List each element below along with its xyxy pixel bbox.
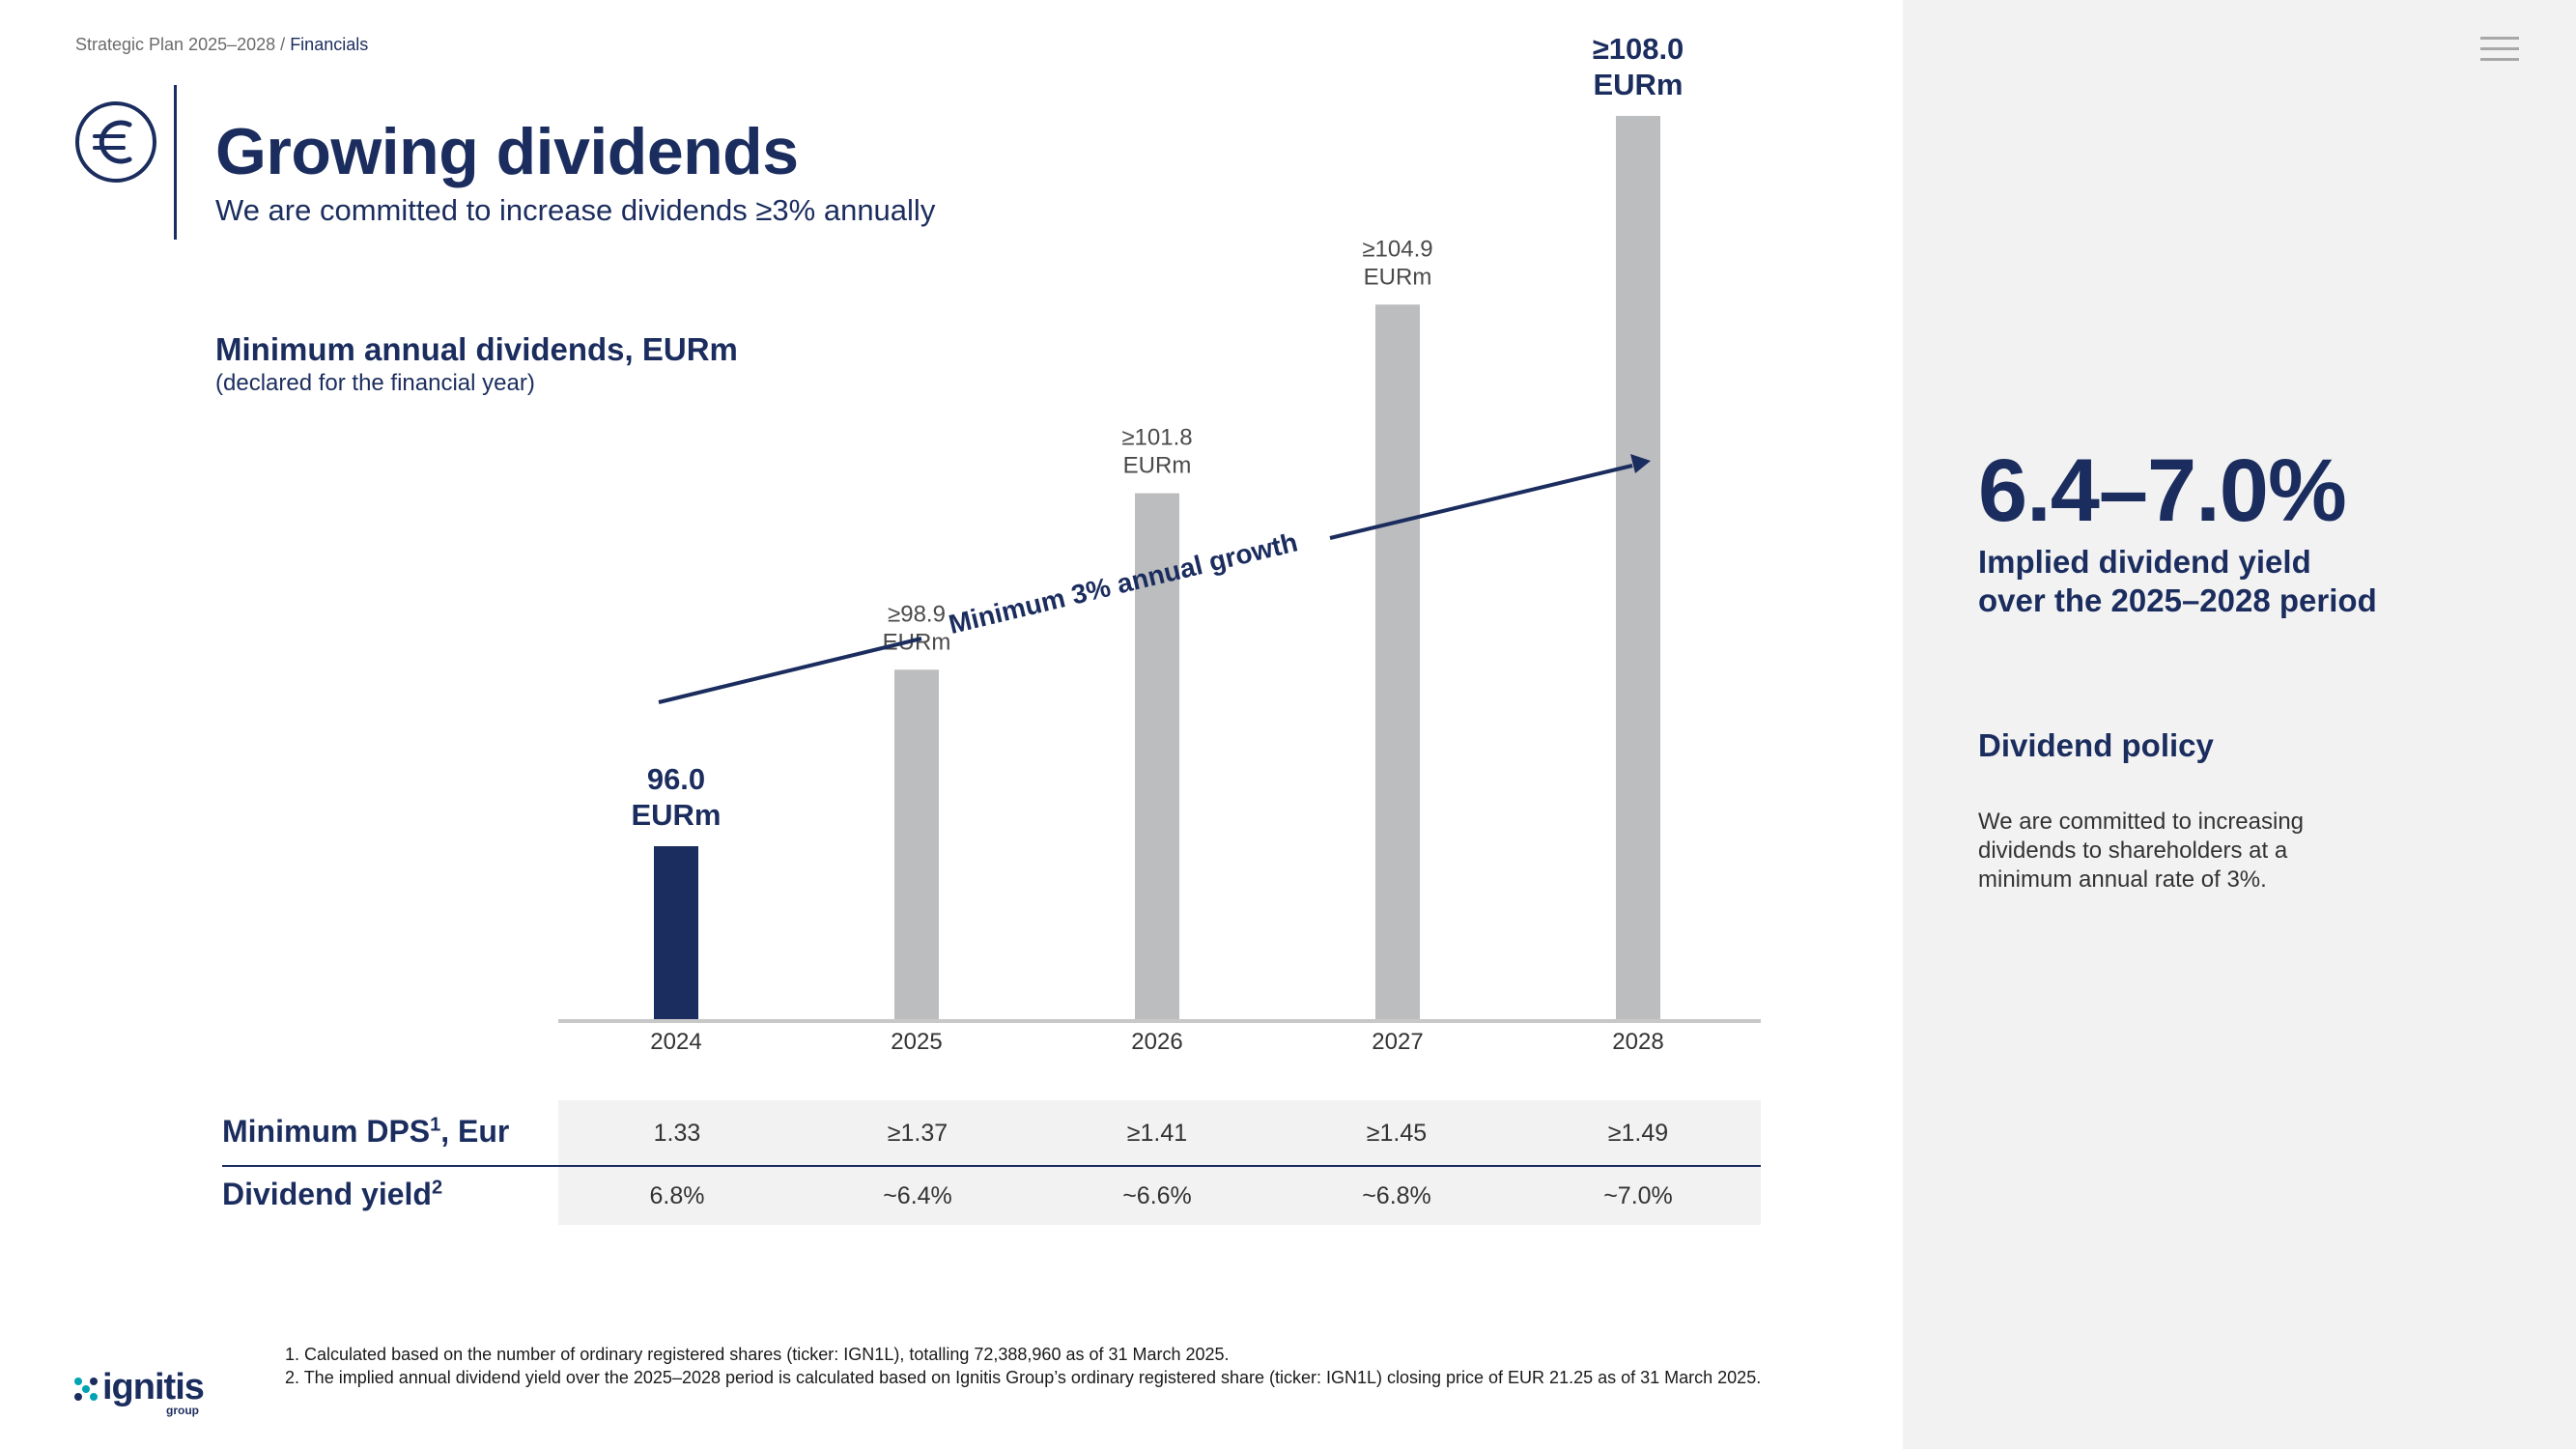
kpi-label: Implied dividend yield over the 2025–202…	[1978, 544, 2377, 618]
data-label-unit: EURm	[631, 798, 721, 832]
table-cell: ≥1.45	[1366, 1120, 1428, 1147]
table-cell: 6.8%	[649, 1182, 705, 1209]
euro-circle-icon	[75, 101, 156, 183]
title-divider	[174, 85, 177, 240]
data-label-value: ≥101.8	[1121, 425, 1192, 451]
data-label-unit: EURm	[1364, 264, 1432, 290]
footnote-1: 1. Calculated based on the number of ord…	[285, 1345, 1230, 1364]
breadcrumb-current: Financials	[290, 35, 369, 54]
bar-2027	[1375, 304, 1420, 1020]
x-tick-label: 2025	[891, 1029, 942, 1055]
growth-annotation: Minimum 3% annual growth	[946, 526, 1300, 639]
bar-2024	[654, 846, 698, 1020]
policy-text: We are committed to increasing dividends…	[1978, 809, 2305, 893]
kpi-value: 6.4–7.0%	[1978, 441, 2347, 540]
dividend-bar-chart: 96.0EURm2024≥98.9EURm2025≥101.8EURm2026≥…	[558, 32, 1761, 1055]
table-cell: ~6.8%	[1362, 1182, 1431, 1209]
x-tick-label: 2024	[650, 1029, 701, 1055]
chart-subtitle: (declared for the financial year)	[215, 370, 535, 396]
x-tick-label: 2027	[1372, 1029, 1423, 1055]
page-subtitle: We are committed to increase dividends ≥…	[215, 193, 936, 227]
hamburger-menu-icon[interactable]	[2480, 37, 2519, 64]
table-cell: ≥1.41	[1126, 1120, 1188, 1147]
data-label-value: ≥98.9	[888, 601, 946, 627]
breadcrumb: Strategic Plan 2025–2028 / Financials	[75, 35, 368, 55]
main-panel: Strategic Plan 2025–2028 / Financials Gr…	[73, 32, 1762, 1417]
footnotes: 1. Calculated based on the number of ord…	[285, 1343, 1761, 1389]
logo-sub: group	[166, 1404, 199, 1417]
growth-arrow-segment-right	[1329, 464, 1633, 540]
policy-heading: Dividend policy	[1978, 727, 2214, 763]
data-label-value: ≥108.0	[1593, 32, 1684, 66]
growth-arrow-head	[1630, 454, 1651, 473]
logo-text: ignitis	[102, 1367, 205, 1407]
data-label-value: ≥104.9	[1362, 236, 1432, 262]
ignitis-mark-icon	[74, 1378, 98, 1401]
row-label-yield: Dividend yield2	[222, 1177, 443, 1211]
data-label-value: 96.0	[647, 762, 705, 796]
table-row-bg-dps	[558, 1100, 1761, 1165]
footnote-2: 2. The implied annual dividend yield ove…	[285, 1368, 1762, 1387]
table-cell: ≥1.37	[887, 1120, 948, 1147]
table-cell: ~6.4%	[883, 1182, 952, 1209]
chart-title: Minimum annual dividends, EURm	[215, 331, 738, 367]
growth-arrow-segment-left	[658, 637, 922, 704]
data-label-unit: EURm	[1593, 68, 1683, 101]
table-cell: ≥1.49	[1607, 1120, 1669, 1147]
row-label-dps: Minimum DPS1, Eur	[222, 1114, 510, 1149]
x-tick-label: 2026	[1131, 1029, 1182, 1055]
table-cell: ~6.6%	[1122, 1182, 1192, 1209]
table-cell: ~7.0%	[1603, 1182, 1673, 1209]
ignitis-logo[interactable]: ignitis group	[73, 1367, 209, 1417]
bar-2028	[1616, 116, 1660, 1020]
bar-2025	[894, 669, 939, 1020]
table-divider	[222, 1165, 1761, 1167]
table-row-bg-yield	[558, 1167, 1761, 1225]
page-title: Growing dividends	[215, 115, 799, 188]
x-tick-label: 2028	[1612, 1029, 1663, 1055]
table-cell: 1.33	[653, 1120, 701, 1147]
data-label-unit: EURm	[1123, 453, 1192, 479]
data-label-unit: EURm	[883, 629, 951, 655]
breadcrumb-parent[interactable]: Strategic Plan 2025–2028 /	[75, 35, 286, 54]
sidebar-panel	[1903, 0, 2576, 1449]
bar-2026	[1135, 493, 1179, 1021]
